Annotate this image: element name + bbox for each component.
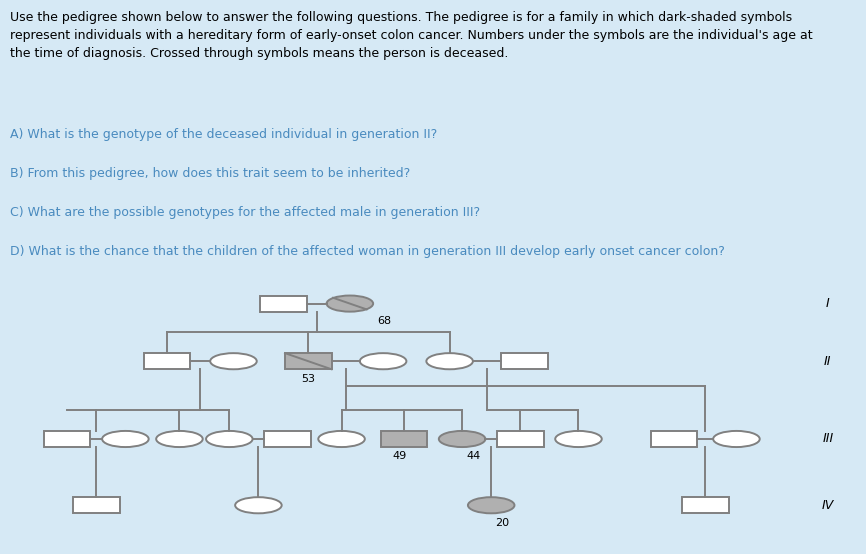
Ellipse shape	[319, 431, 365, 447]
Ellipse shape	[102, 431, 149, 447]
Ellipse shape	[468, 497, 514, 514]
Text: 53: 53	[301, 373, 315, 383]
Text: II: II	[824, 355, 831, 368]
Bar	[381, 431, 427, 447]
Text: 44: 44	[466, 452, 481, 461]
Ellipse shape	[555, 431, 602, 447]
Text: III: III	[823, 433, 833, 445]
Bar	[260, 295, 307, 312]
Ellipse shape	[326, 295, 373, 312]
Ellipse shape	[236, 497, 281, 514]
Bar	[44, 431, 90, 447]
Ellipse shape	[210, 353, 256, 370]
Bar	[501, 353, 547, 370]
Bar	[264, 431, 311, 447]
Ellipse shape	[360, 353, 406, 370]
Text: 20: 20	[495, 517, 509, 527]
Bar	[497, 431, 544, 447]
Bar	[73, 497, 120, 514]
Ellipse shape	[714, 431, 759, 447]
Bar	[285, 353, 332, 370]
Bar	[651, 431, 697, 447]
Bar	[682, 497, 728, 514]
Text: I: I	[826, 297, 830, 310]
Text: Use the pedigree shown below to answer the following questions. The pedigree is : Use the pedigree shown below to answer t…	[10, 11, 813, 60]
Ellipse shape	[156, 431, 203, 447]
Ellipse shape	[206, 431, 253, 447]
Text: B) From this pedigree, how does this trait seem to be inherited?: B) From this pedigree, how does this tra…	[10, 167, 410, 180]
Ellipse shape	[439, 431, 485, 447]
Text: 68: 68	[378, 316, 391, 326]
Text: 49: 49	[392, 452, 406, 461]
Bar	[144, 353, 191, 370]
Ellipse shape	[426, 353, 473, 370]
Text: A) What is the genotype of the deceased individual in generation II?: A) What is the genotype of the deceased …	[10, 128, 437, 141]
Text: D) What is the chance that the children of the affected woman in generation III : D) What is the chance that the children …	[10, 245, 725, 258]
Text: IV: IV	[822, 499, 834, 512]
Text: C) What are the possible genotypes for the affected male in generation III?: C) What are the possible genotypes for t…	[10, 206, 481, 219]
